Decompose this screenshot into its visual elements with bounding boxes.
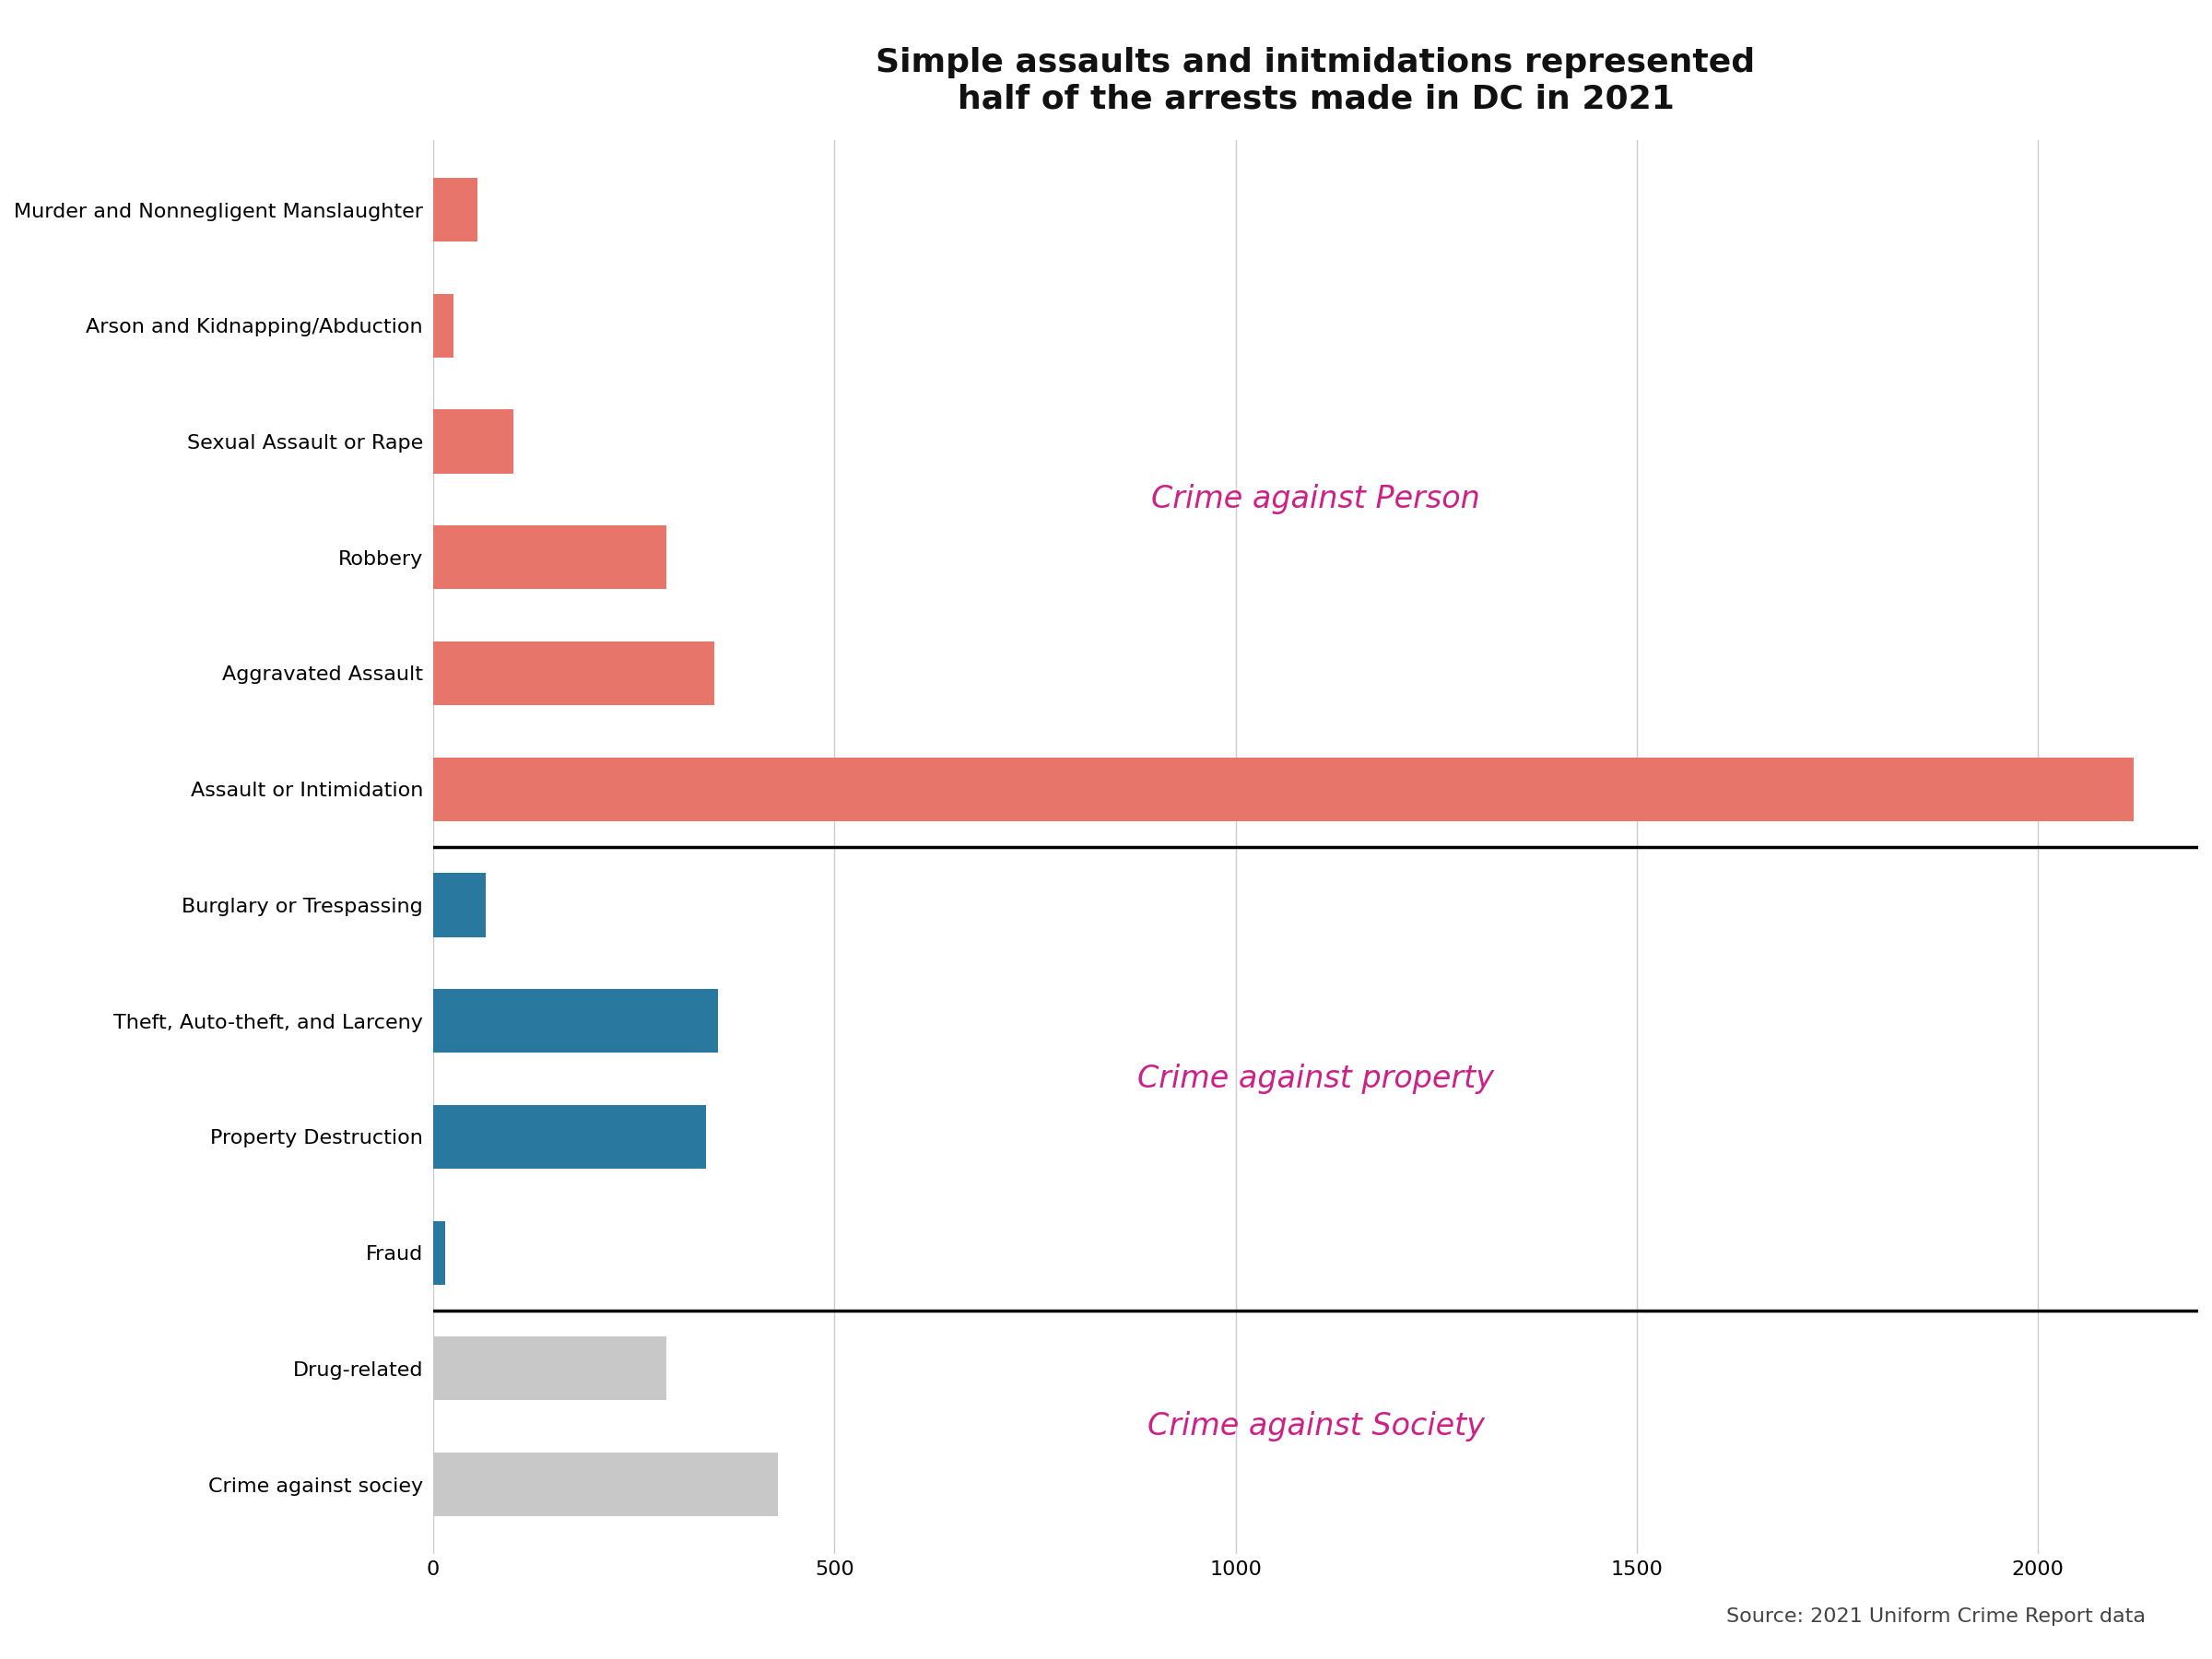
Bar <box>434 873 484 937</box>
Text: Crime against Person: Crime against Person <box>1150 484 1480 514</box>
Bar <box>434 1453 779 1516</box>
Text: Source: 2021 Uniform Crime Report data: Source: 2021 Uniform Crime Report data <box>1725 1608 2146 1626</box>
Bar <box>434 410 513 473</box>
Title: Simple assaults and initmidations represented
half of the arrests made in DC in : Simple assaults and initmidations repres… <box>876 46 1756 114</box>
Bar <box>434 526 666 589</box>
Bar <box>434 1337 666 1400</box>
Bar <box>434 757 2135 821</box>
Bar <box>434 1105 706 1168</box>
Text: Crime against Society: Crime against Society <box>1148 1412 1484 1442</box>
Bar <box>434 178 478 242</box>
Bar <box>434 294 453 357</box>
Text: Crime against property: Crime against property <box>1137 1063 1493 1093</box>
Bar <box>434 1221 445 1284</box>
Bar <box>434 989 719 1053</box>
Bar <box>434 642 714 705</box>
